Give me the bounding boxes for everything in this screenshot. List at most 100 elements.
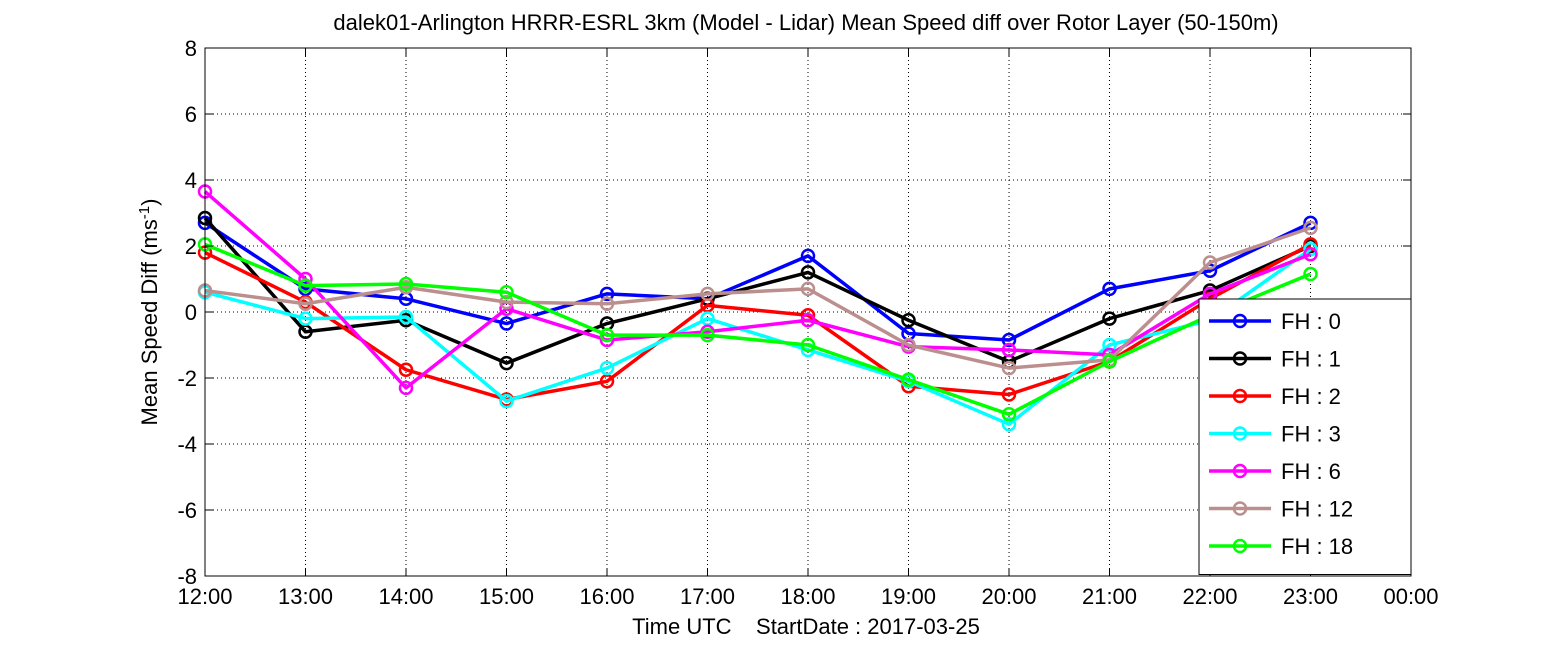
- legend: FH : 0 FH : 1 FH : 2 FH : 3 FH : 6 FH : 12 FH …: [1198, 298, 1412, 575]
- data-point: [398, 380, 414, 396]
- x-tick-label: 16:00: [579, 584, 634, 609]
- legend-swatch-marker: [1232, 538, 1248, 554]
- data-point: [398, 362, 414, 377]
- data-point: [499, 316, 514, 331]
- x-tick-label: 17:00: [680, 584, 735, 609]
- data-point: [499, 294, 514, 310]
- legend-label: FH : 2: [1281, 384, 1341, 409]
- data-point: [1001, 360, 1017, 376]
- data-point: [800, 248, 816, 264]
- data-point: [1001, 416, 1017, 432]
- series-fh-3: [197, 242, 1318, 432]
- y-axis-label-end: ): [137, 199, 162, 206]
- series-fh-1: [197, 210, 1318, 371]
- plot-lines: [197, 184, 1318, 432]
- y-tick-label: 2: [185, 234, 197, 259]
- x-tick-label: 21:00: [1082, 584, 1137, 609]
- legend-label: FH : 6: [1281, 459, 1341, 484]
- x-tick-label: 19:00: [881, 584, 936, 609]
- data-point: [800, 337, 816, 353]
- data-point: [901, 372, 916, 387]
- y-axis-label-sup: -1: [136, 206, 153, 219]
- data-point: [1001, 332, 1017, 348]
- legend-swatch-marker: [1232, 351, 1248, 366]
- x-axis-ticks: 12:00 13:00 14:00 15:00 16:00 17:00 18:00 19:00…: [177, 48, 1439, 609]
- chart-title: dalek01-Arlington HRRR-ESRL 3km (Model -…: [333, 10, 1278, 35]
- legend-item: FH : 0: [1209, 309, 1341, 334]
- legend-item: FH : 18: [1209, 534, 1353, 559]
- data-point: [800, 313, 816, 328]
- y-axis-label: Mean Speed Diff (ms-1): [136, 199, 162, 426]
- data-point: [1102, 281, 1117, 297]
- legend-swatch-marker: [1232, 426, 1248, 441]
- x-tick-label: 18:00: [780, 584, 835, 609]
- x-tick-label: 14:00: [378, 584, 433, 609]
- data-point: [1102, 354, 1117, 369]
- y-tick-label: -8: [177, 564, 197, 589]
- legend-swatch-marker: [1232, 463, 1248, 479]
- data-point: [298, 278, 313, 293]
- legend-swatch-marker: [1232, 501, 1248, 516]
- x-tick-label: 20:00: [981, 584, 1036, 609]
- data-point: [599, 327, 615, 343]
- data-point: [499, 284, 514, 300]
- data-point: [1001, 387, 1017, 402]
- legend-item: FH : 2: [1209, 384, 1341, 409]
- data-point: [1303, 220, 1318, 236]
- data-point: [599, 286, 615, 302]
- legend-item: FH : 3: [1209, 422, 1341, 447]
- data-point: [599, 296, 615, 311]
- legend-label: FH : 1: [1281, 347, 1341, 372]
- legend-swatch-marker: [1232, 313, 1248, 329]
- data-point: [298, 296, 313, 311]
- y-tick-label: -4: [177, 432, 197, 457]
- legend-item: FH : 1: [1209, 347, 1341, 372]
- y-tick-label: -2: [177, 366, 197, 391]
- series-line: [204, 242, 1312, 402]
- series-line: [204, 226, 1312, 370]
- x-axis-label: Time UTC StartDate : 2017-03-25: [632, 614, 980, 639]
- data-point: [499, 393, 514, 409]
- legend-item: FH : 12: [1209, 497, 1353, 522]
- series-line: [204, 247, 1312, 426]
- x-tick-label: 00:00: [1383, 584, 1438, 609]
- series-line: [204, 242, 1312, 417]
- data-point: [1202, 255, 1218, 270]
- data-point: [398, 276, 414, 292]
- y-tick-label: 0: [185, 300, 197, 325]
- x-tick-label: 23:00: [1283, 584, 1338, 609]
- data-point: [298, 311, 313, 326]
- data-point: [901, 337, 916, 353]
- y-tick-label: 4: [185, 168, 197, 193]
- x-tick-label: 15:00: [479, 584, 534, 609]
- legend-item: FH : 6: [1209, 459, 1341, 484]
- series-line: [203, 216, 1312, 365]
- data-point: [398, 309, 414, 325]
- x-tick-label: 13:00: [278, 584, 333, 609]
- data-point: [1102, 337, 1117, 353]
- data-point: [700, 286, 715, 302]
- legend-swatch-marker: [1232, 388, 1248, 404]
- data-point: [800, 265, 816, 280]
- y-tick-label: -6: [177, 498, 197, 523]
- legend-label: FH : 3: [1281, 422, 1341, 447]
- data-point: [1001, 342, 1017, 358]
- legend-label: FH : 0: [1281, 309, 1341, 334]
- data-point: [1001, 407, 1017, 422]
- series-fh-12: [197, 220, 1318, 376]
- legend-label: FH : 18: [1281, 534, 1353, 559]
- x-tick-label: 22:00: [1182, 584, 1237, 609]
- legend-label: FH : 12: [1281, 497, 1353, 522]
- series-line: [204, 221, 1312, 342]
- data-point: [499, 355, 514, 371]
- data-point: [1303, 247, 1318, 262]
- data-point: [800, 281, 816, 297]
- data-point: [700, 327, 715, 343]
- y-axis-label-main: Mean Speed Diff (ms: [137, 219, 162, 425]
- y-tick-label: 6: [185, 102, 197, 127]
- data-point: [1303, 266, 1318, 282]
- data-point: [901, 313, 916, 328]
- data-point: [1102, 311, 1117, 326]
- y-tick-label: 8: [185, 36, 197, 61]
